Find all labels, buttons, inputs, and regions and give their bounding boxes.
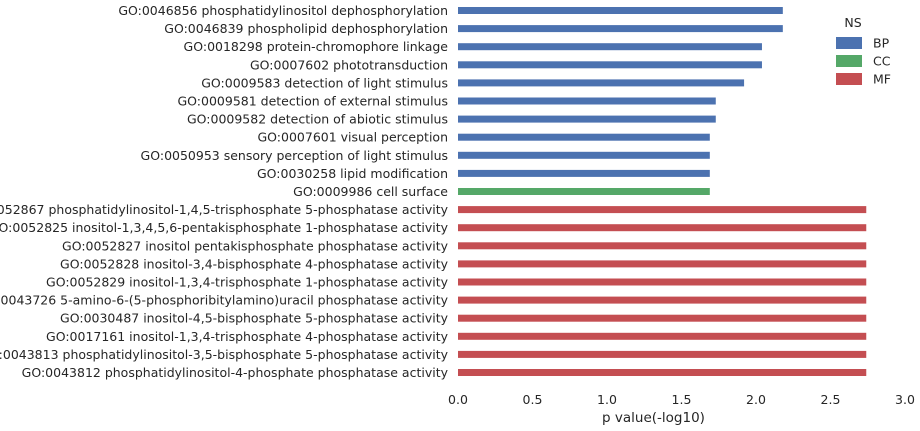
legend-swatch-cc	[836, 55, 862, 67]
category-label: GO:0052829 inositol-1,3,4-trisphosphate …	[46, 275, 449, 290]
x-tick-label: 2.5	[821, 392, 841, 407]
category-label: GO:0009583 detection of light stimulus	[201, 75, 448, 90]
x-tick-label: 0.5	[523, 392, 543, 407]
legend-label-cc: CC	[873, 54, 891, 69]
category-label: GO:0017161 inositol-1,3,4-trisphosphate …	[46, 329, 449, 344]
bar-bp	[458, 79, 745, 87]
bar-bp	[458, 169, 710, 177]
category-label: GO:0009582 detection of abiotic stimulus	[187, 112, 448, 127]
legend-label-mf: MF	[873, 72, 891, 87]
bar-cc	[458, 188, 710, 195]
category-label: GO:0007602 phototransduction	[250, 57, 448, 72]
bar-mf	[458, 206, 867, 214]
x-tick-label: 1.0	[597, 392, 617, 407]
bar-mf	[458, 296, 867, 304]
x-tick-label: 0.0	[448, 392, 468, 407]
category-label: GO:0009581 detection of external stimulu…	[178, 94, 449, 109]
category-label: GO:0052825 inositol-1,3,4,5,6-pentakisph…	[0, 220, 449, 235]
x-tick-label: 1.5	[672, 392, 692, 407]
bar-bp	[458, 97, 716, 105]
x-axis-title: p value(-log10)	[602, 410, 705, 426]
bar-bp	[458, 115, 716, 123]
bar-mf	[458, 242, 867, 250]
bar-bp	[458, 25, 783, 33]
category-label: GO:0030487 inositol-4,5-bisphosphate 5-p…	[60, 311, 449, 326]
category-label: GO:0043726 5-amino-6-(5-phosphoribitylam…	[0, 293, 449, 308]
bar-mf	[458, 332, 867, 340]
category-label: GO:0009986 cell surface	[293, 184, 448, 199]
category-label: GO:0052827 inositol pentakisphosphate ph…	[62, 238, 449, 253]
legend-title: NS	[844, 15, 861, 30]
bar-mf	[458, 278, 867, 286]
bars-group	[458, 7, 867, 376]
legend: NS BP CC MF	[836, 15, 891, 87]
bar-bp	[458, 133, 710, 141]
category-label: GO:0046839 phospholipid dephosphorylatio…	[164, 21, 448, 36]
bar-bp	[458, 151, 710, 159]
category-label: GO:0007601 visual perception	[257, 130, 448, 145]
category-label: GO:0018298 protein-chromophore linkage	[184, 39, 449, 54]
bar-mf	[458, 260, 867, 268]
x-tick-labels: 0.0 0.5 1.0 1.5 2.0 2.5 3.0	[448, 392, 915, 407]
category-label: GO:0050953 sensory perception of light s…	[141, 148, 448, 163]
category-label: GO:0052828 inositol-3,4-bisphosphate 4-p…	[60, 256, 449, 271]
x-tick-label: 2.0	[746, 392, 766, 407]
bar-mf	[458, 224, 867, 232]
legend-swatch-bp	[836, 37, 862, 49]
bar-bp	[458, 61, 762, 69]
category-labels: GO:0046856 phosphatidylinositol dephosph…	[0, 3, 449, 380]
bar-bp	[458, 43, 762, 51]
category-label: GO:0030258 lipid modification	[257, 166, 448, 181]
category-label: GO:0046856 phosphatidylinositol dephosph…	[118, 3, 448, 18]
legend-items: BP CC MF	[836, 36, 891, 87]
bar-bp	[458, 7, 783, 14]
bar-mf	[458, 314, 867, 322]
legend-swatch-mf	[836, 73, 862, 85]
bar-mf	[458, 350, 867, 358]
bar-mf	[458, 369, 867, 376]
legend-label-bp: BP	[873, 36, 890, 51]
category-label: GO:0043813 phosphatidylinositol-3,5-bisp…	[0, 347, 449, 362]
x-tick-label: 3.0	[895, 392, 915, 407]
category-label: GO:0043812 phosphatidylinositol-4-phosph…	[22, 365, 449, 380]
category-label: GO:0052867 phosphatidylinositol-1,4,5-tr…	[0, 202, 449, 217]
